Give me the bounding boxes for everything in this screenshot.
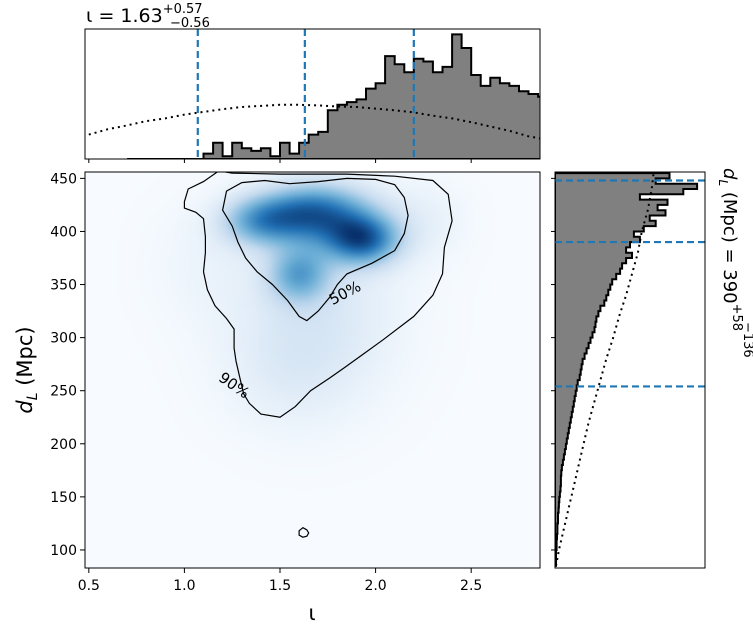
joint-panel-frame xyxy=(84,171,541,569)
top-marginal-frame xyxy=(84,28,541,160)
y-tick-label: 200 xyxy=(50,437,77,453)
iota-posterior-histogram xyxy=(127,33,540,159)
density-heatmap xyxy=(85,172,540,568)
y-axis-label: dL (Mpc) xyxy=(13,326,41,413)
y-tick-label: 250 xyxy=(50,384,77,400)
y-tick-label: 450 xyxy=(50,171,77,187)
y-tick-label: 350 xyxy=(50,278,77,294)
right-marginal-title-lower-error: −136 xyxy=(740,322,753,358)
svg-text:dL (Mpc) = 390+58: dL (Mpc) = 390+58 xyxy=(716,168,744,331)
x-tick-label: 2.5 xyxy=(460,578,482,594)
x-tick-label: 1.0 xyxy=(173,578,195,594)
y-tick-label: 150 xyxy=(50,490,77,506)
right-marginal-frame xyxy=(554,171,706,569)
distance-posterior-histogram xyxy=(555,172,699,567)
contour-line-50pct xyxy=(221,177,409,322)
x-tick-label: 2.0 xyxy=(364,578,386,594)
x-tick-label: 0.5 xyxy=(78,578,100,594)
right-marginal-panel: dL (Mpc) = 390+58 −136 xyxy=(551,168,753,569)
svg-text:−136: −136 xyxy=(740,322,753,358)
y-tick-label: 400 xyxy=(50,224,77,240)
top-marginal-title-lower-error: −0.56 xyxy=(170,16,210,31)
top-marginal-title: ι = 1.63+0.57 xyxy=(86,2,203,27)
top-marginal-panel: ι = 1.63+0.57 −0.56 xyxy=(84,2,541,163)
x-axis-label: ι xyxy=(308,601,315,625)
contour-line-90pct xyxy=(183,172,453,418)
iota-prior-curve xyxy=(88,103,540,140)
joint-density-panel: 50%90% 0.5 1.0 1.5 2.0 2.5 10015020025030035… xyxy=(13,171,541,625)
svg-text:dL (Mpc): dL (Mpc) xyxy=(13,326,41,413)
y-tick-label: 100 xyxy=(50,543,77,559)
y-tick-label: 300 xyxy=(50,331,77,347)
contour-line-island xyxy=(298,526,310,538)
right-marginal-title: dL (Mpc) = 390+58 xyxy=(716,168,744,331)
x-tick-label: 1.5 xyxy=(269,578,291,594)
